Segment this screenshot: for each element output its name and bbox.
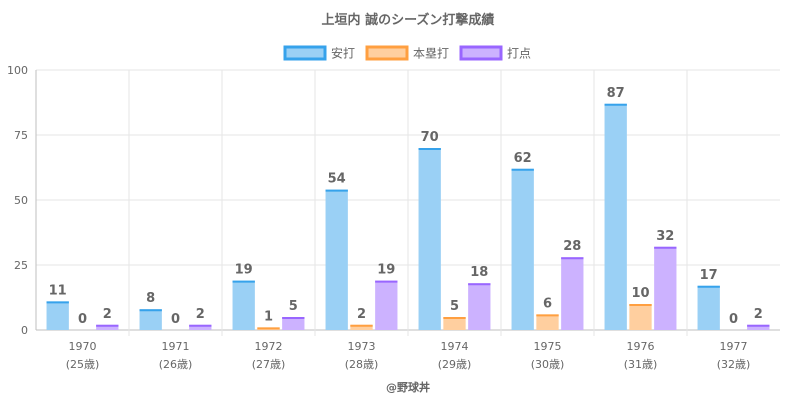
bar-本塁打-1974 xyxy=(443,317,466,330)
bar-打点-1974 xyxy=(468,283,491,330)
chart-title: 上垣内 誠のシーズン打撃成績 xyxy=(322,12,495,28)
data-label: 17 xyxy=(700,268,718,283)
y-tick-label: 100 xyxy=(7,64,28,77)
x-tick-sublabel: (31歳) xyxy=(624,358,658,371)
x-tick-label: 1976 xyxy=(627,340,655,353)
data-label: 10 xyxy=(631,286,649,301)
data-label: 18 xyxy=(470,265,488,280)
x-tick-sublabel: (28歳) xyxy=(345,358,379,371)
chart-gridlines xyxy=(35,69,780,336)
bar-本塁打-1976 xyxy=(629,304,652,330)
y-tick-label: 75 xyxy=(14,129,28,142)
data-label: 11 xyxy=(49,283,67,298)
data-label: 62 xyxy=(514,151,532,166)
bar-安打-1975 xyxy=(511,168,534,330)
legend-label: 本塁打 xyxy=(413,47,449,61)
x-tick-sublabel: (27歳) xyxy=(252,358,286,371)
x-tick-sublabel: (25歳) xyxy=(66,358,100,371)
data-label: 54 xyxy=(328,172,346,187)
bar-打点-1971 xyxy=(189,324,212,330)
data-label: 19 xyxy=(235,263,253,278)
data-label: 19 xyxy=(377,263,395,278)
x-tick-label: 1972 xyxy=(255,340,283,353)
x-tick-sublabel: (29歳) xyxy=(438,358,472,371)
bar-安打-1970 xyxy=(46,301,69,330)
x-tick-sublabel: (30歳) xyxy=(531,358,565,371)
data-label: 70 xyxy=(421,130,439,145)
data-label: 5 xyxy=(450,299,459,314)
y-tick-label: 25 xyxy=(14,259,28,272)
bar-打点-1976 xyxy=(654,246,677,330)
x-axis-ticks: 1970 (25歳) 1971 (26歳) 1972 (27歳) 1973 (28歳) 1974… xyxy=(66,340,751,371)
bar-安打-1973 xyxy=(325,189,348,330)
bar-打点-1970 xyxy=(96,324,119,330)
bar-安打-1977 xyxy=(697,285,720,330)
x-tick-label: 1975 xyxy=(534,340,562,353)
data-label: 2 xyxy=(754,307,763,322)
data-label: 1 xyxy=(264,309,273,324)
legend-swatch xyxy=(283,45,327,61)
bar-打点-1972 xyxy=(282,317,305,330)
x-tick-label: 1977 xyxy=(720,340,748,353)
data-label: 2 xyxy=(196,307,205,322)
data-label: 28 xyxy=(563,239,581,254)
y-axis-ticks: 0 25 50 75 100 xyxy=(7,64,28,337)
legend-label: 打点 xyxy=(507,47,531,61)
credit-text: @野球丼 xyxy=(386,380,430,394)
data-label: 5 xyxy=(289,299,298,314)
bar-安打-1972 xyxy=(232,280,255,330)
bar-打点-1977 xyxy=(747,324,770,330)
data-label: 2 xyxy=(357,307,366,322)
data-label: 0 xyxy=(171,312,180,327)
legend-swatch xyxy=(459,45,503,61)
data-label: 6 xyxy=(543,296,552,311)
bar-安打-1971 xyxy=(139,309,162,330)
x-tick-label: 1974 xyxy=(441,340,469,353)
x-tick-label: 1971 xyxy=(162,340,190,353)
bar-打点-1975 xyxy=(561,257,584,330)
bar-安打-1976 xyxy=(604,103,627,330)
legend-label: 安打 xyxy=(331,46,355,61)
data-label: 2 xyxy=(103,307,112,322)
y-tick-label: 0 xyxy=(21,324,28,337)
legend-swatch xyxy=(365,45,409,61)
chart-legend: 安打 本塁打 打点 xyxy=(283,45,531,61)
data-label: 0 xyxy=(729,312,738,327)
bar-安打-1974 xyxy=(418,148,441,330)
x-tick-sublabel: (32歳) xyxy=(717,358,751,371)
data-label: 32 xyxy=(656,229,674,244)
bar-打点-1973 xyxy=(375,280,398,330)
y-tick-label: 50 xyxy=(14,194,28,207)
data-label: 0 xyxy=(78,312,87,327)
data-label: 87 xyxy=(607,86,625,101)
x-tick-label: 1970 xyxy=(69,340,97,353)
bar-本塁打-1975 xyxy=(536,314,559,330)
bar-本塁打-1973 xyxy=(350,324,373,330)
x-tick-sublabel: (26歳) xyxy=(159,358,193,371)
data-label: 8 xyxy=(146,291,155,306)
chart-bars xyxy=(46,103,770,330)
x-tick-label: 1973 xyxy=(348,340,376,353)
